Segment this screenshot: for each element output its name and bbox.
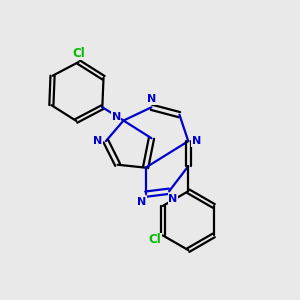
Text: N: N — [137, 196, 146, 206]
Text: N: N — [147, 94, 156, 104]
Text: N: N — [192, 136, 201, 146]
Text: Cl: Cl — [149, 233, 161, 246]
Text: N: N — [168, 194, 178, 204]
Text: N: N — [112, 112, 121, 122]
Text: Cl: Cl — [73, 47, 85, 60]
Text: N: N — [93, 136, 102, 146]
